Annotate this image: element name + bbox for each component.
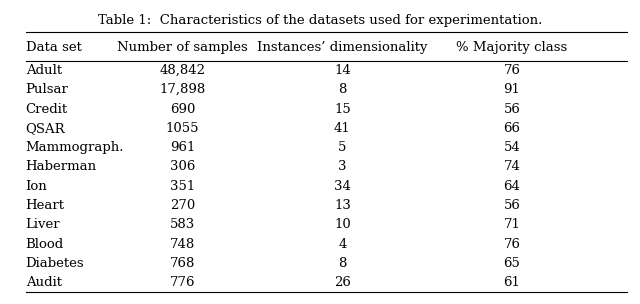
Text: 61: 61 <box>504 276 520 289</box>
Text: 15: 15 <box>334 102 351 116</box>
Text: 961: 961 <box>170 141 195 154</box>
Text: 56: 56 <box>504 102 520 116</box>
Text: 306: 306 <box>170 161 195 174</box>
Text: Instances’ dimensionality: Instances’ dimensionality <box>257 41 428 54</box>
Text: Blood: Blood <box>26 238 64 251</box>
Text: 748: 748 <box>170 238 195 251</box>
Text: Number of samples: Number of samples <box>117 41 248 54</box>
Text: 3: 3 <box>338 161 347 174</box>
Text: 74: 74 <box>504 161 520 174</box>
Text: 8: 8 <box>338 83 347 96</box>
Text: Credit: Credit <box>26 102 68 116</box>
Text: Pulsar: Pulsar <box>26 83 68 96</box>
Text: 14: 14 <box>334 64 351 77</box>
Text: 768: 768 <box>170 257 195 270</box>
Text: 13: 13 <box>334 199 351 212</box>
Text: Adult: Adult <box>26 64 61 77</box>
Text: Diabetes: Diabetes <box>26 257 84 270</box>
Text: Haberman: Haberman <box>26 161 97 174</box>
Text: Heart: Heart <box>26 199 65 212</box>
Text: 8: 8 <box>338 257 347 270</box>
Text: 351: 351 <box>170 180 195 193</box>
Text: 270: 270 <box>170 199 195 212</box>
Text: 64: 64 <box>504 180 520 193</box>
Text: 54: 54 <box>504 141 520 154</box>
Text: Ion: Ion <box>26 180 47 193</box>
Text: % Majority class: % Majority class <box>456 41 568 54</box>
Text: 76: 76 <box>504 64 520 77</box>
Text: 1055: 1055 <box>166 122 199 135</box>
Text: Data set: Data set <box>26 41 81 54</box>
Text: 71: 71 <box>504 218 520 231</box>
Text: QSAR: QSAR <box>26 122 65 135</box>
Text: 56: 56 <box>504 199 520 212</box>
Text: 65: 65 <box>504 257 520 270</box>
Text: 583: 583 <box>170 218 195 231</box>
Text: 10: 10 <box>334 218 351 231</box>
Text: 17,898: 17,898 <box>159 83 205 96</box>
Text: 5: 5 <box>338 141 347 154</box>
Text: 4: 4 <box>338 238 347 251</box>
Text: Mammograph.: Mammograph. <box>26 141 124 154</box>
Text: Liver: Liver <box>26 218 60 231</box>
Text: 76: 76 <box>504 238 520 251</box>
Text: 34: 34 <box>334 180 351 193</box>
Text: 776: 776 <box>170 276 195 289</box>
Text: Table 1:  Characteristics of the datasets used for experimentation.: Table 1: Characteristics of the datasets… <box>98 14 542 27</box>
Text: 26: 26 <box>334 276 351 289</box>
Text: 48,842: 48,842 <box>159 64 205 77</box>
Text: 66: 66 <box>504 122 520 135</box>
Text: 690: 690 <box>170 102 195 116</box>
Text: 41: 41 <box>334 122 351 135</box>
Text: 91: 91 <box>504 83 520 96</box>
Text: Audit: Audit <box>26 276 61 289</box>
